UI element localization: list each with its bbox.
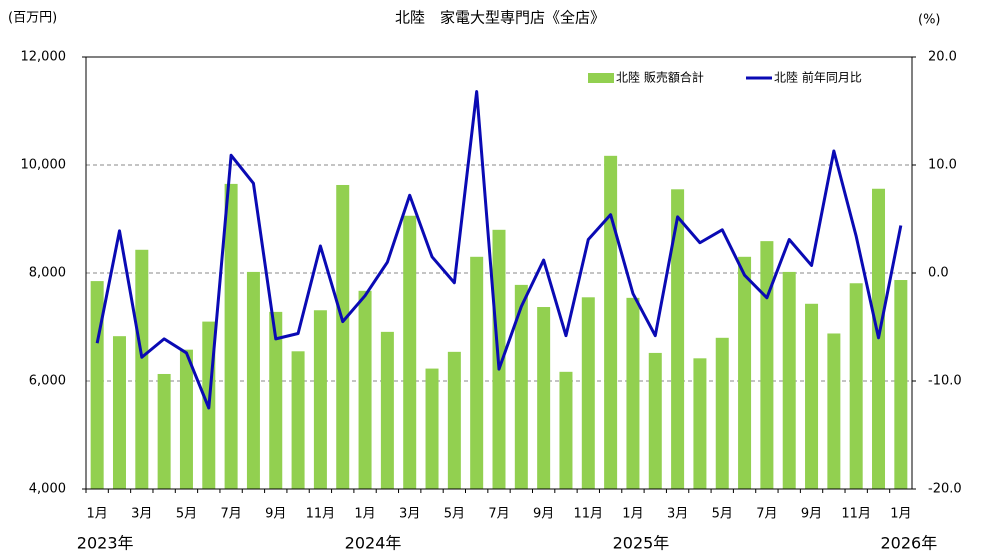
y-tick-label: 4,000: [29, 482, 66, 497]
x-tick-label: 11月: [841, 507, 871, 522]
y-tick-label: 12,000: [21, 50, 67, 65]
bar: [336, 184, 350, 490]
y2-tick-label: 0.0: [928, 266, 949, 281]
bar: [581, 297, 595, 489]
year-label: 2025年: [613, 534, 670, 553]
bar: [358, 290, 372, 489]
x-tick-label: 3月: [131, 507, 152, 522]
x-tick-label: 1月: [890, 507, 911, 522]
x-tick-label: 5月: [176, 507, 197, 522]
x-tick-label: 9月: [265, 507, 286, 522]
bar: [849, 283, 863, 489]
x-tick-label: 1月: [622, 507, 643, 522]
y2-tick-label: 20.0: [928, 50, 957, 65]
bar: [693, 358, 707, 489]
y2-unit: (%): [918, 13, 941, 28]
bar: [604, 155, 618, 489]
bar: [179, 349, 193, 489]
chart-title: 北陸 家電大型専門店《全店》: [395, 9, 605, 27]
bar: [537, 307, 551, 489]
y-tick-label: 8,000: [29, 266, 66, 281]
y2-tick-label: -20.0: [928, 482, 962, 497]
y2-tick-label: 10.0: [928, 158, 957, 173]
legend-swatch: [588, 73, 614, 83]
y-tick-label: 10,000: [21, 158, 67, 173]
x-tick-label: 3月: [399, 507, 420, 522]
x-tick-label: 7月: [756, 507, 777, 522]
line: [95, 90, 903, 410]
bar: [559, 371, 573, 489]
plot-frame: [85, 56, 913, 490]
legend-label: 北陸 前年同月比: [774, 70, 862, 85]
year-label: 2026年: [880, 534, 937, 553]
legend-label: 北陸 販売額合計: [616, 70, 704, 85]
x-tick-label: 5月: [712, 507, 733, 522]
x-tick-label: 7月: [488, 507, 509, 522]
year-label: 2023年: [77, 534, 134, 553]
bar: [715, 337, 729, 489]
bar: [805, 303, 819, 489]
bar: [157, 373, 171, 489]
x-tick-label: 7月: [220, 507, 241, 522]
y-tick-label: 6,000: [29, 374, 66, 389]
bar: [135, 249, 149, 489]
bar: [738, 256, 752, 489]
year-label: 2024年: [345, 534, 402, 553]
bar: [648, 352, 662, 489]
x-tick-label: 1月: [354, 507, 375, 522]
bar: [246, 271, 260, 489]
x-tick-label: 1月: [87, 507, 108, 522]
y-unit: (百万円): [8, 11, 57, 26]
bar: [671, 189, 685, 490]
x-tick-label: 11月: [306, 507, 336, 522]
x-tick-label: 3月: [667, 507, 688, 522]
bar: [380, 331, 394, 489]
bar: [425, 368, 439, 489]
x-tick-label: 5月: [444, 507, 465, 522]
bar: [782, 271, 796, 489]
bar: [313, 310, 327, 489]
bar: [894, 280, 908, 489]
x-tick-label: 9月: [801, 507, 822, 522]
bar: [447, 351, 461, 489]
bar: [827, 333, 841, 489]
x-tick-label: 9月: [533, 507, 554, 522]
y2-tick-label: -10.0: [928, 374, 962, 389]
bar: [224, 183, 238, 489]
bar: [760, 241, 774, 489]
bar: [514, 284, 528, 489]
bar: [403, 215, 417, 489]
bar: [112, 336, 126, 489]
bar: [291, 351, 305, 489]
bar: [269, 311, 283, 489]
bar: [470, 256, 484, 489]
x-tick-label: 11月: [574, 507, 604, 522]
bar: [90, 281, 104, 489]
bar: [626, 297, 640, 489]
